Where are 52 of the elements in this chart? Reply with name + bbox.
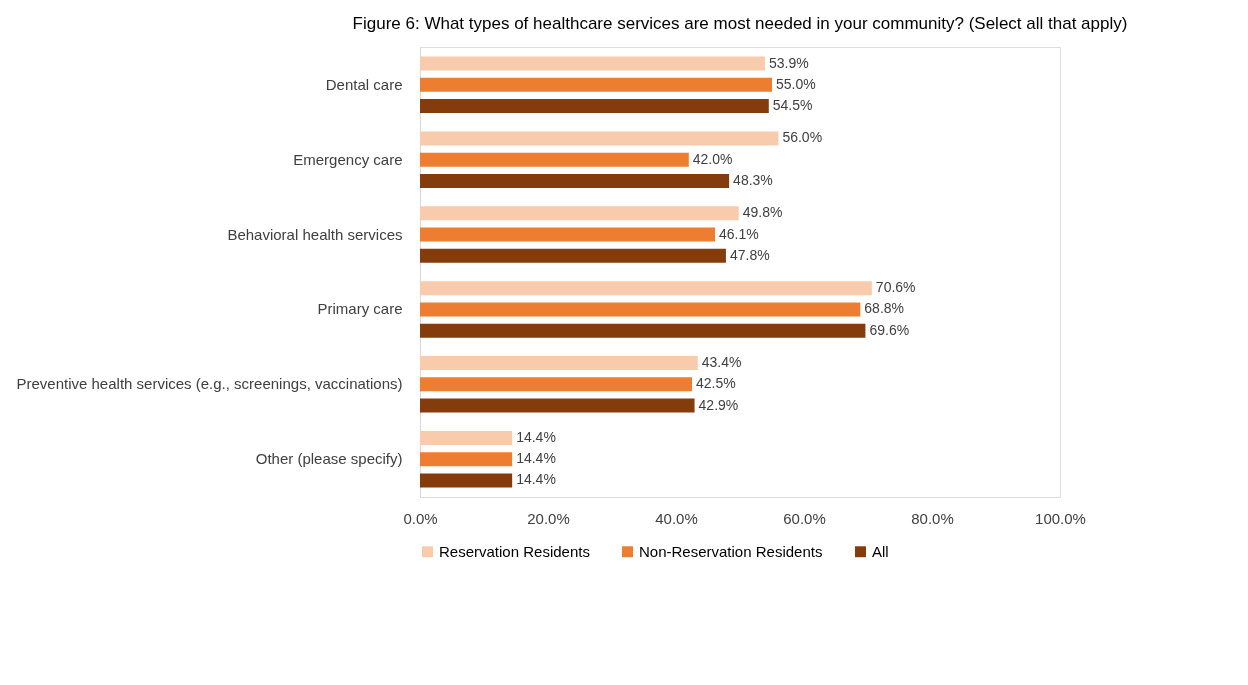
bar (420, 452, 513, 467)
bar (420, 173, 730, 188)
data-label: 68.8% (864, 300, 905, 317)
bar (420, 430, 513, 445)
data-label: 48.3% (733, 171, 773, 188)
bar (420, 323, 866, 338)
data-label: 14.4% (516, 471, 556, 488)
bar (420, 99, 769, 114)
x-tick-label: 100.0% (1035, 509, 1086, 527)
bar (420, 377, 692, 392)
bar (420, 56, 765, 71)
bar (420, 248, 726, 263)
x-tick-label: 20.0% (527, 509, 570, 527)
bar (420, 356, 698, 371)
data-label: 14.4% (516, 428, 556, 445)
legend-label: Non-Reservation Residents (639, 542, 823, 560)
data-label: 49.8% (742, 204, 783, 221)
x-tick-label: 40.0% (655, 509, 698, 527)
y-tick-label: Behavioral health services (227, 225, 403, 243)
bar (420, 152, 689, 167)
y-tick-label: Emergency care (293, 150, 403, 168)
bar (420, 281, 872, 296)
bar (420, 206, 739, 221)
bar (420, 131, 779, 146)
data-label: 56.0% (782, 129, 823, 146)
y-tick-label: Preventive health services (e.g., screenings, vaccinations) (16, 375, 403, 393)
bar (420, 77, 772, 92)
chart-title: Figure 6: What types of healthcare services are most needed in your community? (Select all that apply) (352, 14, 1128, 33)
bar (420, 302, 861, 317)
x-tick-label: 0.0% (403, 509, 438, 527)
bar (420, 398, 695, 413)
data-label: 43.4% (701, 354, 742, 371)
x-tick-label: 80.0% (911, 509, 954, 527)
legend-label: Reservation Residents (439, 542, 590, 560)
y-tick-label: Other (please specify) (255, 450, 403, 468)
data-label: 42.9% (698, 396, 739, 413)
x-tick-label: 60.0% (783, 509, 826, 527)
data-label: 46.1% (719, 225, 759, 242)
data-label: 14.4% (516, 450, 556, 467)
data-label: 54.5% (772, 97, 813, 114)
data-label: 42.0% (692, 150, 733, 167)
data-label: 47.8% (729, 246, 770, 263)
bar (420, 473, 513, 488)
data-label: 55.0% (776, 75, 816, 92)
y-tick-label: Dental care (325, 75, 403, 93)
legend-label: All (872, 542, 889, 560)
data-label: 53.9% (768, 54, 809, 71)
bar (420, 227, 716, 242)
data-label: 69.6% (869, 321, 910, 338)
data-label: 42.5% (696, 375, 736, 392)
data-label: 70.6% (875, 279, 916, 296)
y-tick-label: Primary care (317, 300, 403, 318)
